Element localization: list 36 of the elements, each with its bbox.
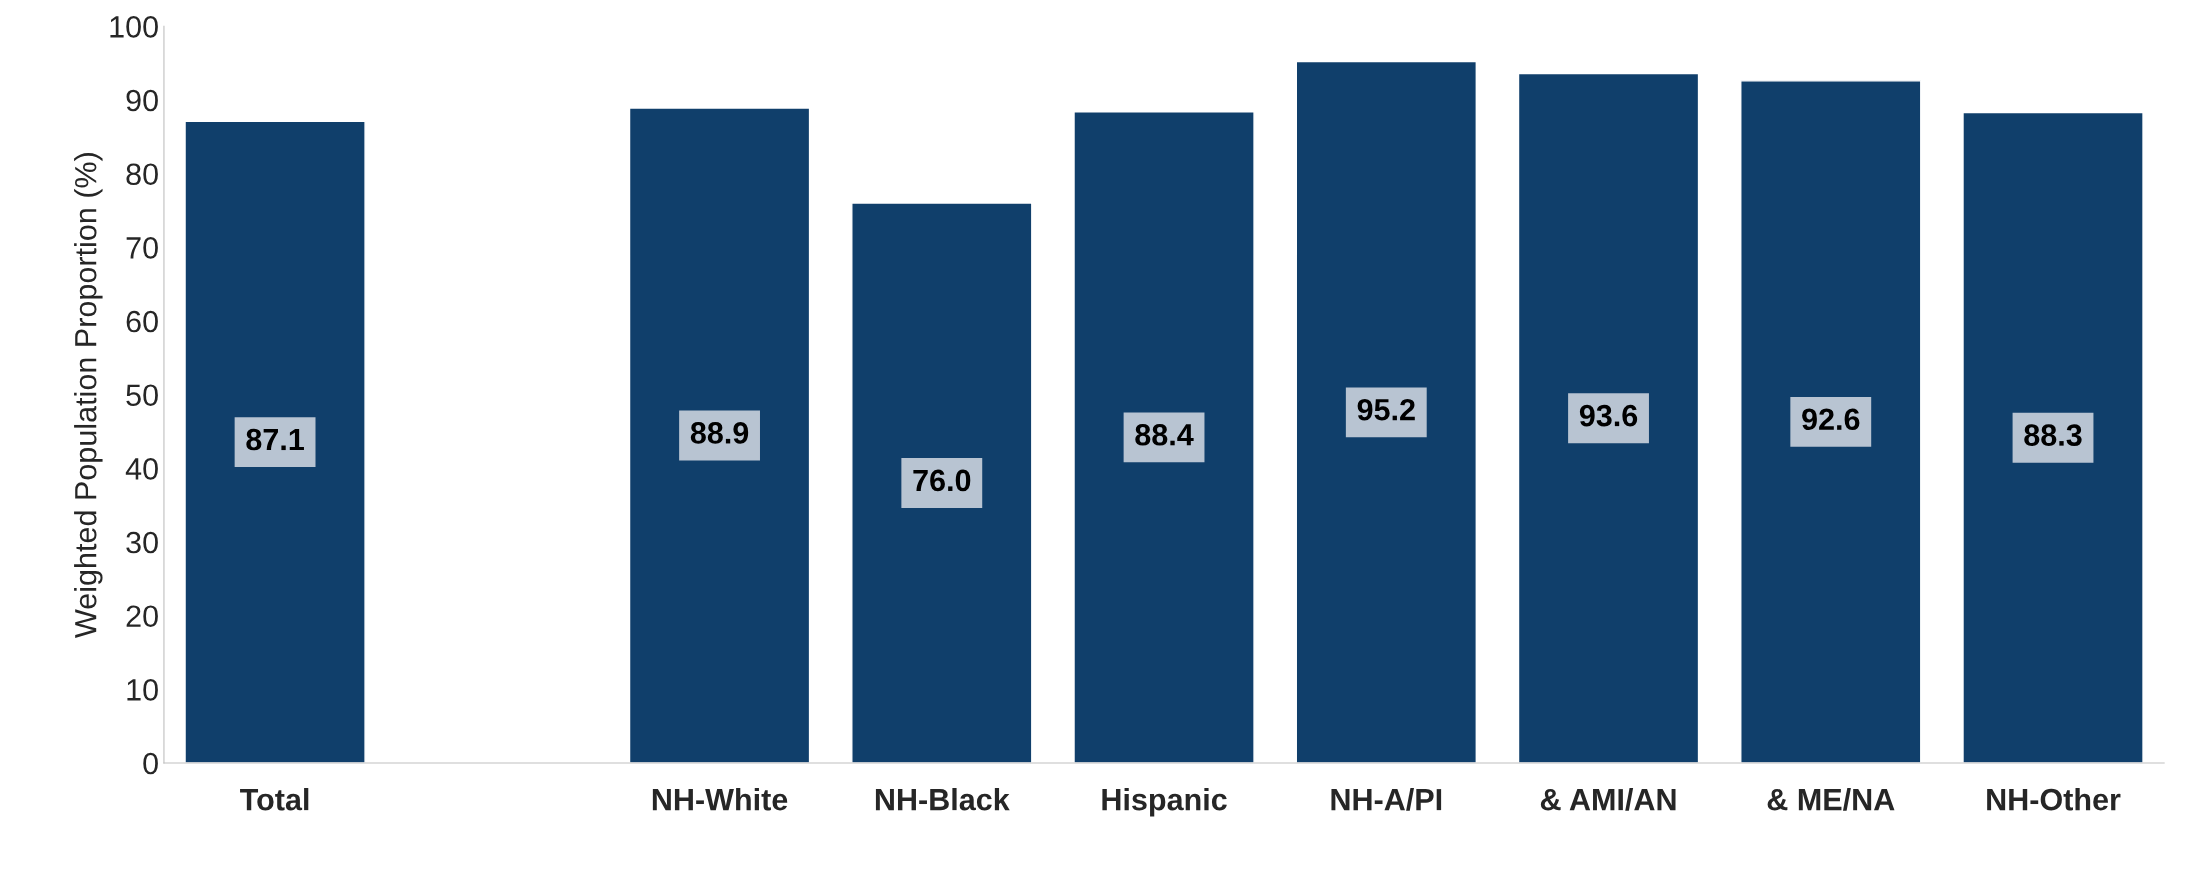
data-label: 76.0	[913, 469, 971, 492]
data-label: 88.4	[1135, 423, 1194, 446]
x-tick-label: Total	[240, 787, 309, 811]
y-tick-label: 90	[126, 89, 158, 112]
y-axis-title: Weighted Population Proportion (%)	[74, 153, 103, 638]
y-tick-label: 10	[127, 679, 158, 701]
bar	[1740, 80, 1922, 763]
y-tick-label: 60	[126, 310, 158, 333]
data-label: 88.3	[2024, 424, 2082, 446]
x-tick-label: & ME/NA	[1767, 787, 1895, 811]
x-tick-label: Hispanic	[1102, 787, 1227, 817]
y-tick-label: 70	[126, 237, 158, 259]
data-label: 88.9	[690, 422, 749, 444]
x-tick-label: & AMI/AN	[1540, 787, 1676, 811]
bar	[1073, 111, 1255, 763]
bar	[1962, 111, 2144, 763]
y-tick-label: 40	[125, 458, 158, 480]
bar	[1295, 60, 1477, 763]
x-tick-label: NH-Other	[1987, 787, 2121, 811]
data-label: 93.6	[1579, 404, 1638, 427]
bar	[628, 107, 811, 763]
bar	[1517, 72, 1700, 763]
x-tick-label: NH-White	[652, 787, 788, 811]
y-tick-label: 0	[143, 752, 158, 775]
y-tick-label: 80	[126, 163, 158, 186]
y-tick-label: 20	[126, 605, 158, 628]
data-label: 95.2	[1357, 398, 1415, 421]
bar	[851, 202, 1033, 763]
y-tick-label: 100	[110, 16, 158, 38]
x-tick-label: NH-Black	[875, 787, 1010, 811]
data-label: 92.6	[1802, 408, 1860, 431]
x-tick-label: NH-A/PI	[1331, 787, 1442, 811]
y-tick-label: 50	[126, 384, 158, 407]
y-tick-label: 30	[126, 531, 158, 554]
bar	[184, 120, 366, 763]
data-label: 87.1	[246, 428, 304, 451]
